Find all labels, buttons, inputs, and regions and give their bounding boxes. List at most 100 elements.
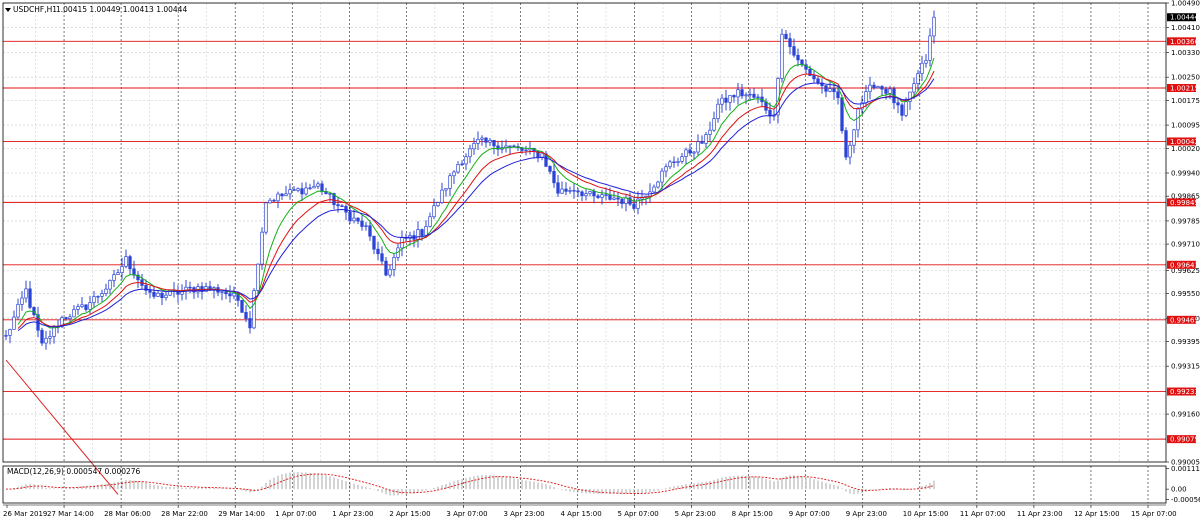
candle-body [780,33,784,79]
candle-body [688,149,692,154]
candle-body [720,97,724,105]
candle-body [716,103,720,120]
candle-body [596,195,600,198]
candle-body [72,309,76,318]
chart-menu-arrow-icon[interactable] [5,8,11,12]
candle-body [24,288,28,299]
candle-body [380,253,384,262]
candle-body [612,197,616,200]
level-price-badge-label: 0.99079 [1170,436,1199,444]
price-tick-label: 0.99395 [1171,338,1200,346]
candle-body [512,145,516,148]
candle-body [304,187,308,195]
candle-body [844,130,848,158]
candle-body [12,316,16,330]
candle-body [64,317,68,320]
level-price-badge-label: 1.00215 [1170,85,1199,93]
price-tick-label: 1.00410 [1171,24,1200,32]
price-tick-label: 0.99940 [1171,170,1200,178]
candle-body [588,191,592,194]
candle-body [280,193,284,197]
time-tick-label: 1 Apr 23:00 [332,510,373,518]
price-tick-label: 0.99160 [1171,411,1200,419]
price-tick-label: 0.99710 [1171,241,1200,249]
time-tick-label: 5 Apr 23:00 [675,510,716,518]
candle-body [680,156,684,162]
time-tick-label: 9 Apr 23:00 [846,510,887,518]
candle-body [888,88,892,94]
candle-body [496,145,500,150]
price-tick-label: 0.99315 [1171,363,1200,371]
candle-body [236,292,240,301]
candle-body [860,102,864,110]
candle-body [620,198,624,204]
candle-body [132,268,136,276]
candle-body [60,317,64,328]
candle-body [912,83,916,93]
candle-body [732,95,736,98]
macd-layer [6,472,935,496]
candle-body [548,166,552,172]
candle-body [268,199,272,204]
time-tick-label: 8 Apr 15:00 [732,510,773,518]
price-tick-label: 0.99625 [1171,267,1200,275]
candle-body [484,137,488,143]
candle-body [40,329,44,344]
macd-signal-line [6,473,935,494]
candle-body [796,54,800,61]
candle-body [704,134,708,144]
candle-body [372,235,376,250]
level-price-badge [1167,137,1196,146]
candle-body [800,59,804,66]
candle-body [712,118,716,131]
level-price-badge [1167,260,1196,269]
candle-body [696,141,700,153]
price-tick-label: 0.99785 [1171,217,1200,225]
price-tick-label: 1.00490 [1171,0,1200,8]
candle-body [96,295,100,298]
level-price-badge [1167,198,1196,207]
candle-body [16,304,20,318]
candle-body [444,188,448,191]
candle-body [156,292,160,297]
candle-body [440,189,444,203]
candle-body [276,193,280,202]
candle-body [20,297,24,305]
candle-body [656,181,660,188]
trend-line-layer [5,359,119,495]
candles-layer [4,10,936,350]
candle-body [452,171,456,177]
candle-body [668,161,672,168]
candle-body [360,220,364,227]
level-price-badge-label: 1.00366 [1170,38,1199,46]
ohlc-label: 1.00415 1.00449 1.00413 1.00444 [56,5,187,14]
candle-body [492,139,496,147]
candle-body [572,190,576,192]
candle-body [376,248,380,255]
time-tick-label: 27 Mar 14:00 [47,510,94,518]
candle-body [684,149,688,157]
price-tick-label: 1.00250 [1171,74,1200,82]
candle-body [456,164,460,173]
macd-tick-label: 0.001112 [1171,465,1200,473]
candle-body [708,129,712,135]
time-tick-label: 26 Mar 2019 [3,510,47,518]
level-price-badge-label: 1.00042 [1170,138,1199,146]
candle-body [468,148,472,158]
candle-body [788,38,792,47]
price-tick-label: 0.99005 [1171,459,1200,467]
time-tick-label: 29 Mar 14:00 [218,510,265,518]
candle-body [92,296,96,303]
candle-body [112,274,116,281]
candle-body [744,94,748,97]
candle-body [832,88,836,93]
candle-body [136,274,140,281]
time-tick-label: 9 Apr 07:00 [789,510,830,518]
time-tick-label: 28 Mar 06:00 [104,510,151,518]
candle-body [68,316,72,320]
candle-body [416,229,420,240]
candle-body [488,139,492,143]
candle-body [924,60,928,64]
candle-body [836,91,840,99]
